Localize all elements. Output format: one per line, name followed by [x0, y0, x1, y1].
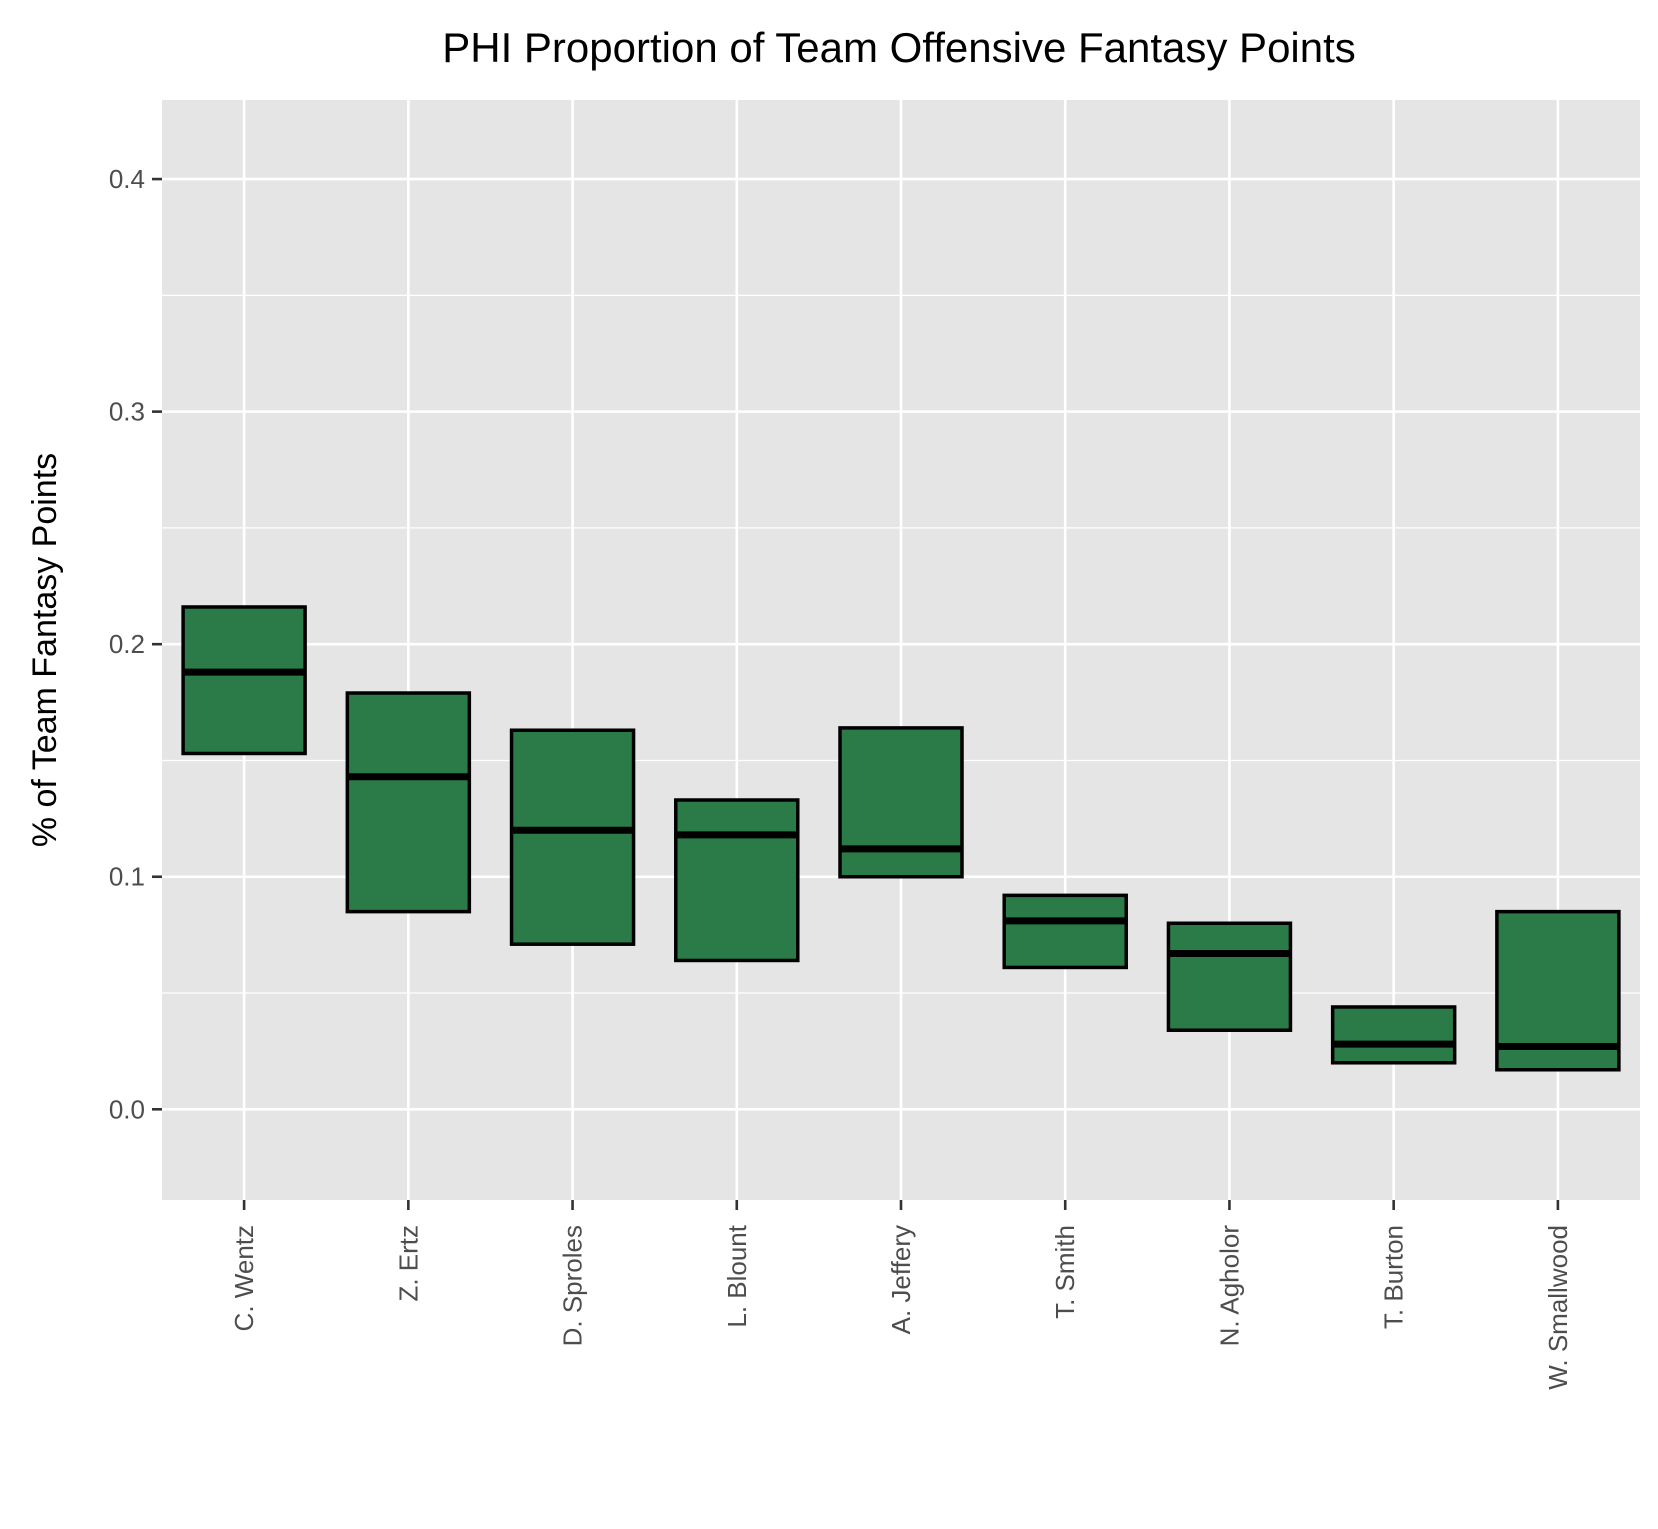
x-tick-label: Z. Ertz: [393, 1225, 423, 1302]
box-t-smith: [1002, 893, 1128, 970]
box-body: [345, 691, 472, 914]
box-a-jeffery: [838, 726, 964, 879]
box-body: [1166, 921, 1293, 1032]
y-tick-label: 0.0: [109, 1094, 145, 1124]
x-tick-label: A. Jeffery: [886, 1225, 916, 1334]
y-tick-label: 0.4: [109, 164, 145, 194]
box-body: [509, 728, 636, 946]
box-body: [674, 798, 800, 963]
box-n-agholor: [1166, 921, 1293, 1032]
box-l-blount: [674, 798, 800, 963]
x-tick-label: T. Smith: [1050, 1225, 1080, 1319]
x-tick-label: L. Blount: [722, 1224, 752, 1327]
chart-title: PHI Proportion of Team Offensive Fantasy…: [442, 24, 1356, 71]
x-axis: C. Wentz Z. Ertz D. Sproles L. Blount A. Jef…: [229, 1200, 1573, 1390]
x-tick-label: N. Agholor: [1214, 1225, 1244, 1347]
box-d-sproles: [509, 728, 636, 946]
box-body: [1330, 1005, 1457, 1065]
box-w-smallwood: [1495, 909, 1621, 1072]
y-axis-label: % of Team Fantasy Points: [26, 453, 64, 847]
box-series: [181, 605, 1621, 1072]
x-tick-label: W. Smallwood: [1543, 1225, 1573, 1390]
y-tick-label: 0.3: [109, 397, 145, 427]
y-tick-label: 0.1: [109, 862, 145, 892]
box-t-burton: [1330, 1005, 1457, 1065]
box-c-wentz: [181, 605, 307, 756]
box-body: [181, 605, 307, 756]
box-body: [838, 726, 964, 879]
x-tick-label: C. Wentz: [229, 1225, 259, 1331]
x-tick-label: T. Burton: [1379, 1225, 1409, 1329]
box-body: [1002, 893, 1128, 970]
x-tick-label: D. Sproles: [558, 1225, 588, 1346]
y-axis: 0.0 0.1 0.2 0.3 0.4: [109, 164, 162, 1124]
y-tick-label: 0.2: [109, 629, 145, 659]
box-z-ertz: [345, 691, 472, 914]
